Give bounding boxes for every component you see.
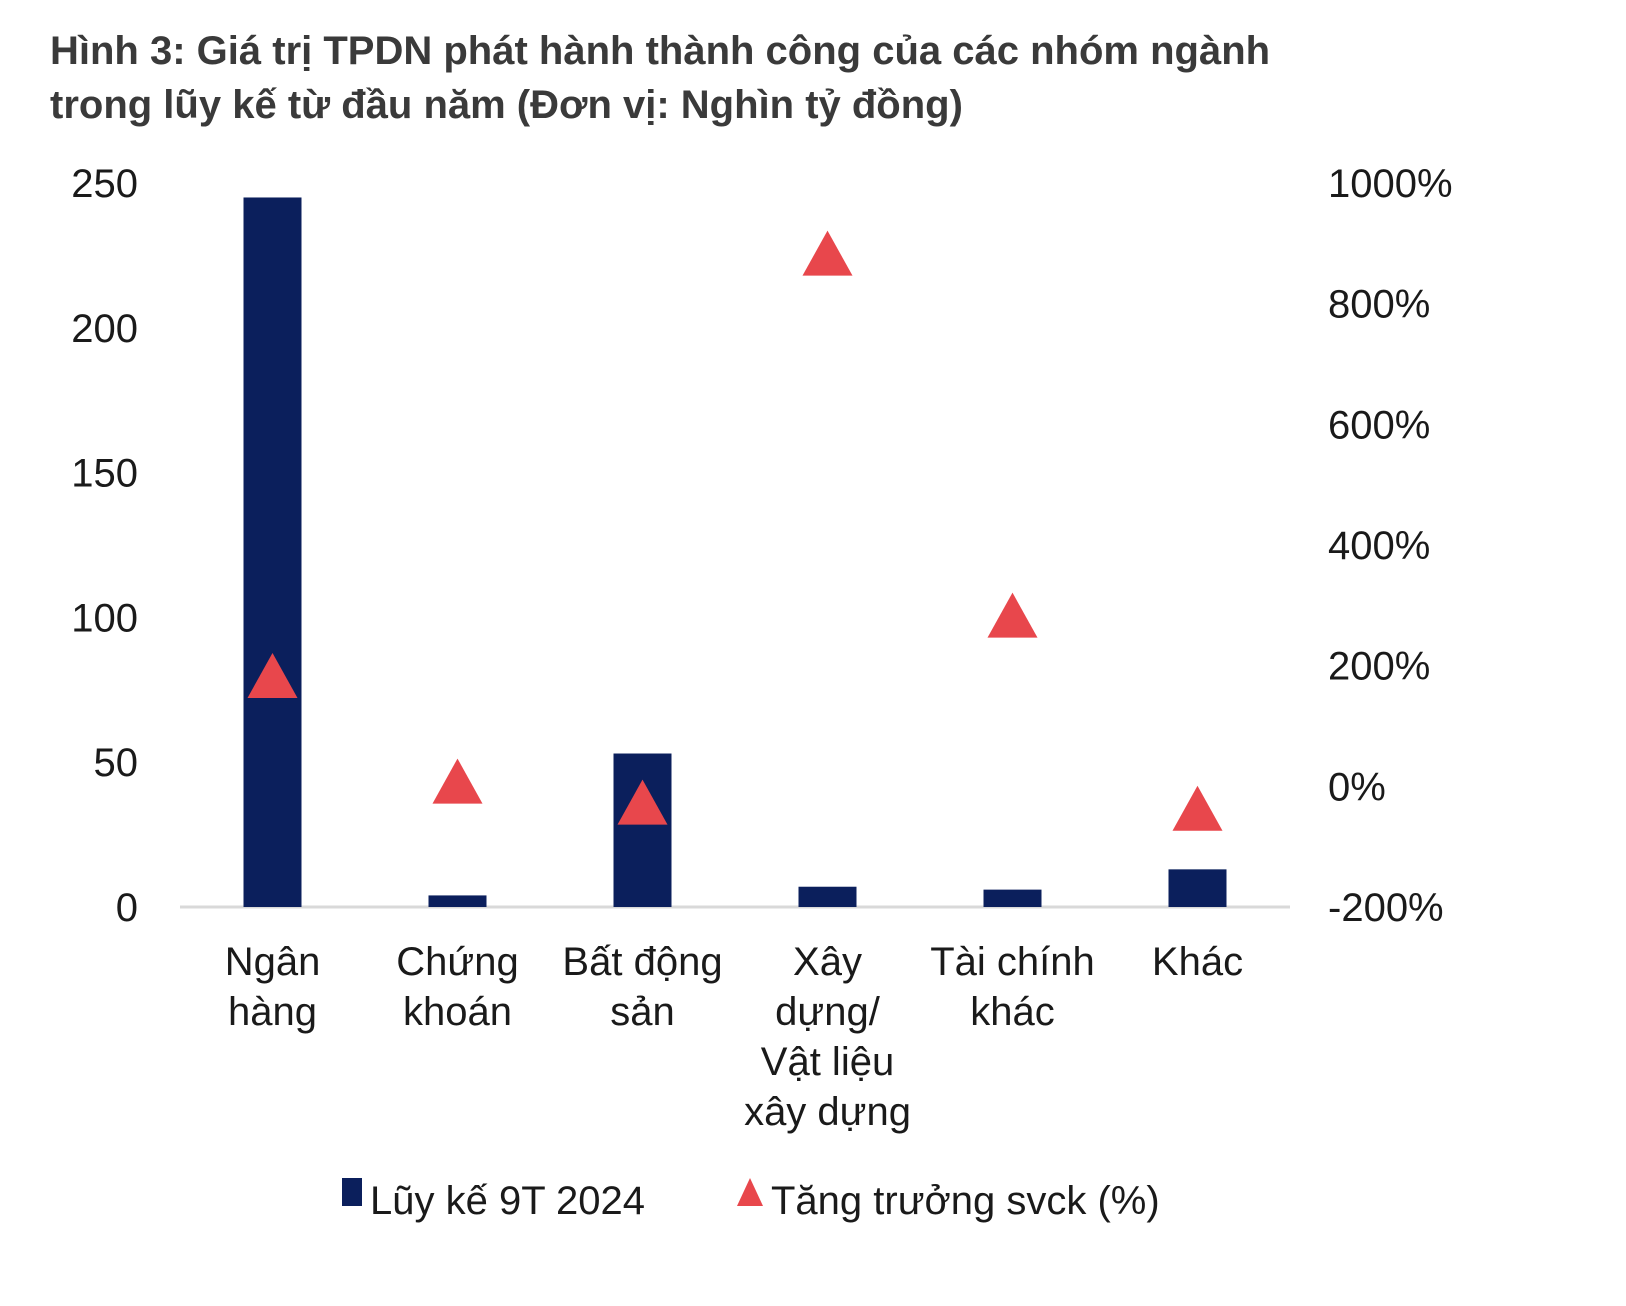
y-left-tick-label: 250 xyxy=(71,162,138,206)
bar-3 xyxy=(613,753,672,907)
chart-title-line-1: Hình 3: Giá trị TPDN phát hành thành côn… xyxy=(50,29,1271,73)
y-left-tick-label: 100 xyxy=(71,596,138,640)
category-label: Chứng khoán xyxy=(396,940,518,1034)
y-right-tick-label: 200% xyxy=(1328,645,1430,689)
growth-marker-5 xyxy=(987,592,1038,638)
growth-marker-2 xyxy=(432,758,483,804)
legend-marker-label: Tăng trưởng svck (%) xyxy=(771,1179,1160,1223)
category-label-line: khác xyxy=(970,990,1055,1034)
category-label-line: dựng/ xyxy=(775,990,881,1034)
bar-5 xyxy=(983,889,1042,907)
y-right-tick-label: -200% xyxy=(1328,886,1444,930)
category-label-line: hàng xyxy=(228,990,317,1034)
y-left-tick-label: 50 xyxy=(94,741,139,785)
y-left-tick-label: 0 xyxy=(116,886,138,930)
category-label-line: Chứng xyxy=(396,940,518,984)
category-label-line: Ngân xyxy=(225,940,321,984)
y-left-tick-label: 200 xyxy=(71,307,138,351)
bar-4 xyxy=(798,886,857,907)
growth-marker-4 xyxy=(802,230,853,276)
category-label-line: Bất động xyxy=(562,940,722,984)
y-right-tick-label: 0% xyxy=(1328,765,1386,809)
chart-title: Hình 3: Giá trị TPDN phát hành thành côn… xyxy=(50,24,1550,132)
category-label-line: Xây xyxy=(793,940,862,984)
growth-marker-3 xyxy=(617,779,668,825)
legend-marker-swatch xyxy=(737,1178,763,1206)
y-right-tick-label: 400% xyxy=(1328,524,1430,568)
category-label: Tài chính khác xyxy=(930,940,1095,1034)
category-label: Xây dựng/Vật liệu xây dựng xyxy=(744,940,911,1134)
category-label: Ngân hàng xyxy=(225,940,321,1034)
chart-title-line-2: trong lũy kế từ đầu năm (Đơn vị: Nghìn t… xyxy=(50,83,963,127)
category-label-line: Tài chính xyxy=(930,940,1095,984)
legend-bar-swatch xyxy=(342,1178,362,1206)
bar-1 xyxy=(243,197,302,908)
y-left-tick-label: 150 xyxy=(71,452,138,496)
y-right-tick-label: 1000% xyxy=(1328,162,1453,206)
category-label-line: Khác xyxy=(1152,940,1243,984)
y-right-tick-label: 800% xyxy=(1328,283,1430,327)
category-label: Khác xyxy=(1152,940,1243,984)
category-label-line: sản xyxy=(610,990,675,1034)
y-right-tick-label: 600% xyxy=(1328,403,1430,447)
bar-6 xyxy=(1168,869,1227,907)
bar-2 xyxy=(428,895,487,907)
category-label-line: khoán xyxy=(403,990,512,1034)
category-label-line: Vật liệu xyxy=(761,1040,894,1084)
category-label: Bất động sản xyxy=(562,940,722,1034)
growth-marker-6 xyxy=(1172,785,1223,831)
category-label-line: xây dựng xyxy=(744,1090,911,1134)
legend-bar-label: Lũy kế 9T 2024 xyxy=(370,1179,645,1223)
growth-marker-1 xyxy=(247,652,298,698)
